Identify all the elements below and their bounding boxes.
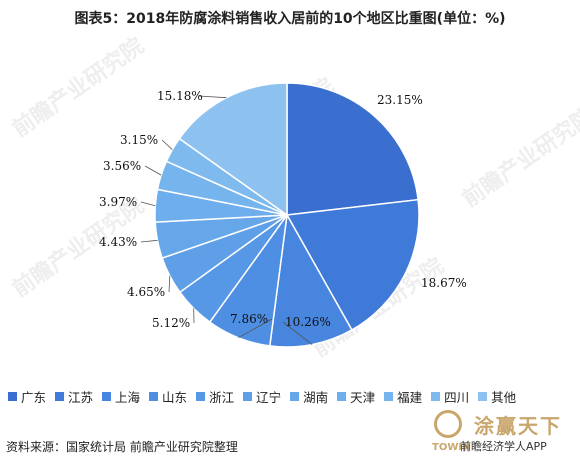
legend-label: 湖南 — [303, 389, 329, 405]
leader-line — [140, 239, 158, 243]
legend-item: 福建 — [384, 387, 422, 406]
brand-name: 涂赢天下 — [474, 414, 562, 438]
legend-label: 辽宁 — [256, 389, 282, 405]
data-label: 4.43% — [99, 235, 137, 249]
legend-label: 山东 — [162, 389, 188, 405]
legend-item: 广东 — [8, 387, 46, 406]
brand-app: 前瞻经济学人APP — [460, 440, 547, 453]
legend-label: 其他 — [491, 389, 517, 405]
legend-swatch — [55, 391, 65, 401]
legend-item: 天津 — [337, 387, 375, 406]
logo-icon — [434, 410, 462, 438]
data-label: 7.86% — [230, 312, 268, 326]
data-label: 4.65% — [127, 285, 165, 299]
source-note: 资料来源：国家统计局 前瞻产业研究院整理 — [6, 440, 238, 454]
brand-en: TOWIN — [432, 442, 471, 453]
data-label: 18.67% — [421, 276, 467, 290]
legend-item: 浙江 — [196, 387, 234, 406]
legend-item: 湖南 — [290, 387, 328, 406]
chart-title: 图表5：2018年防腐涂料销售收入居前的10个地区比重图(单位：%) — [74, 11, 506, 27]
legend-label: 广东 — [21, 389, 47, 405]
legend-label: 江苏 — [68, 389, 94, 405]
leader-line — [198, 95, 227, 99]
data-label: 3.15% — [120, 133, 158, 147]
legend-label: 四川 — [444, 389, 470, 405]
legend-swatch — [337, 391, 347, 401]
leader-line — [140, 201, 156, 207]
leader-line — [238, 318, 273, 339]
legend-swatch — [478, 391, 488, 401]
pie-slice-江苏 — [285, 198, 420, 331]
data-label: 23.15% — [377, 93, 423, 107]
legend-label: 天津 — [350, 389, 376, 405]
legend-swatch — [290, 391, 300, 401]
brand-logo: 涂赢天下 TOWIN 前瞻经济学人APP — [430, 408, 580, 462]
pie-chart: 23.15% 18.67% 10.26% 7.86% 5.12% 4.65% 4.43% 3.… — [99, 82, 467, 348]
data-label: 3.97% — [99, 195, 137, 209]
legend-swatch — [243, 391, 253, 401]
legend-item: 辽宁 — [243, 387, 281, 406]
legend-swatch — [8, 391, 17, 401]
legend-swatch — [196, 391, 206, 401]
data-label: 10.26% — [285, 315, 331, 329]
legend-label: 上海 — [115, 389, 141, 405]
pie-slice-广东 — [286, 82, 419, 216]
pie-slice-其他 — [178, 82, 288, 217]
legend-item: 上海 — [102, 387, 140, 406]
legend-swatch — [149, 391, 159, 401]
legend-item: 四川 — [431, 387, 469, 406]
legend-item: 其他 — [478, 387, 516, 406]
legend-swatch — [384, 391, 394, 401]
legend-item: 山东 — [149, 387, 187, 406]
legend-label: 福建 — [397, 389, 423, 405]
legend-swatch — [431, 391, 441, 401]
legend-swatch — [102, 391, 112, 401]
legend-item: 江苏 — [55, 387, 93, 406]
leader-line — [282, 321, 313, 345]
leader-line — [168, 275, 171, 293]
data-label: 15.18% — [157, 89, 203, 103]
leader-line — [161, 139, 173, 150]
data-label: 5.12% — [152, 316, 190, 330]
legend-label: 浙江 — [209, 389, 235, 405]
chart-legend: 广东 江苏 上海 山东 浙江 辽宁 湖南 天津 福建 四川 其他 — [8, 386, 578, 406]
leader-line — [144, 165, 162, 176]
data-label: 3.56% — [103, 159, 141, 173]
